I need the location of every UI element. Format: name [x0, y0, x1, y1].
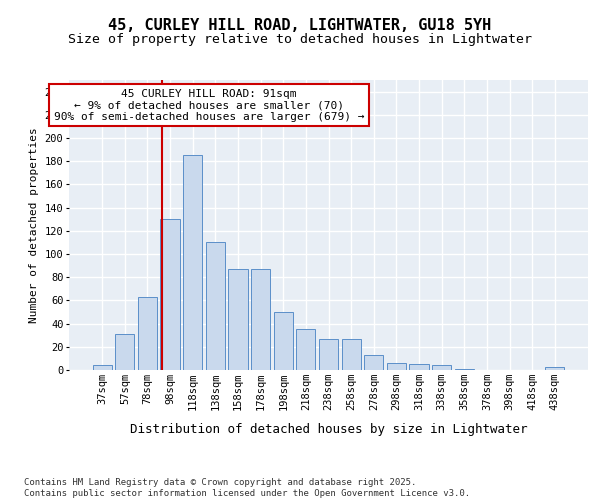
Bar: [274, 312, 293, 370]
Bar: [341, 338, 361, 370]
Bar: [455, 369, 474, 370]
Bar: [296, 330, 316, 370]
Y-axis label: Number of detached properties: Number of detached properties: [29, 127, 39, 323]
Bar: [229, 269, 248, 370]
Bar: [409, 364, 428, 370]
Bar: [206, 242, 225, 370]
Bar: [545, 366, 565, 370]
Bar: [183, 156, 202, 370]
Text: 45 CURLEY HILL ROAD: 91sqm
← 9% of detached houses are smaller (70)
90% of semi-: 45 CURLEY HILL ROAD: 91sqm ← 9% of detac…: [54, 88, 364, 122]
Bar: [92, 366, 112, 370]
Bar: [160, 219, 180, 370]
Text: Contains HM Land Registry data © Crown copyright and database right 2025.
Contai: Contains HM Land Registry data © Crown c…: [24, 478, 470, 498]
Text: Size of property relative to detached houses in Lightwater: Size of property relative to detached ho…: [68, 32, 532, 46]
Bar: [387, 363, 406, 370]
Bar: [319, 338, 338, 370]
Bar: [364, 355, 383, 370]
Text: Distribution of detached houses by size in Lightwater: Distribution of detached houses by size …: [130, 422, 527, 436]
Bar: [251, 269, 270, 370]
Bar: [432, 366, 451, 370]
Bar: [138, 297, 157, 370]
Bar: [115, 334, 134, 370]
Text: 45, CURLEY HILL ROAD, LIGHTWATER, GU18 5YH: 45, CURLEY HILL ROAD, LIGHTWATER, GU18 5…: [109, 18, 491, 32]
